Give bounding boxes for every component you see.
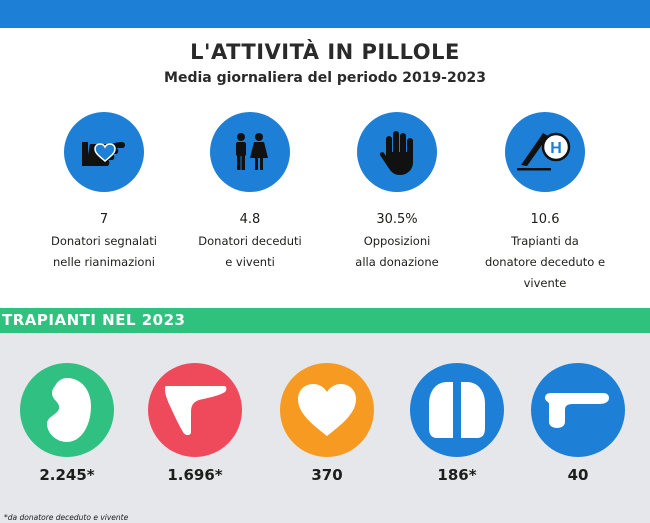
organ-value: 1.696* [167,466,223,484]
stat-label: Donatori deceduti e viventi [198,234,302,269]
organ-liver: 1.696* [148,363,242,484]
svg-text:H: H [550,140,562,157]
organ-heart: 370 [280,363,374,484]
stat-oppositions: 30.5% Opposizioni alla donazione [322,112,472,273]
section-title: TRAPIANTI NEL 2023 [2,311,186,329]
pancreas-icon [531,363,625,457]
organ-value: 2.245* [39,466,95,484]
stat-transplants: H 10.6 Trapianti da donatore deceduto e vi… [470,112,620,294]
stop-hand-icon [357,112,437,192]
stat-label: Trapianti da donatore deceduto e vivente [484,234,606,290]
organ-value: 40 [567,466,589,484]
stat-label: Donatori segnalati nelle rianimazioni [51,234,157,269]
organ-value: 186* [437,466,477,484]
lungs-icon [410,363,504,457]
stat-value: 30.5% [376,212,418,227]
page-subtitle: Media giornaliera del periodo 2019-2023 [164,70,486,86]
stat-donors-deceased-living: 4.8 Donatori deceduti e viventi [175,112,325,273]
stat-label: Opposizioni alla donazione [355,234,439,269]
footnote: *da donatore deceduto e vivente [4,513,129,522]
liver-icon [148,363,242,457]
organ-lungs: 186* [410,363,504,484]
heart-icon [280,363,374,457]
stat-donors-reported: 7 Donatori segnalati nelle rianimazioni [29,112,179,273]
top-banner [0,0,650,28]
stat-value: 10.6 [530,212,560,227]
kidney-icon [20,363,114,457]
stat-value: 4.8 [239,212,261,227]
page-title: L'ATTIVITÀ IN PILLOLE [190,40,460,64]
people-icon [210,112,290,192]
organ-kidney: 2.245* [20,363,114,484]
section-header: TRAPIANTI NEL 2023 [0,308,650,333]
hand-heart-icon [64,112,144,192]
stat-value: 7 [99,212,109,227]
scalpel-hospital-icon: H [505,112,585,192]
organ-value: 370 [311,466,343,484]
organ-pancreas: 40 [531,363,625,484]
